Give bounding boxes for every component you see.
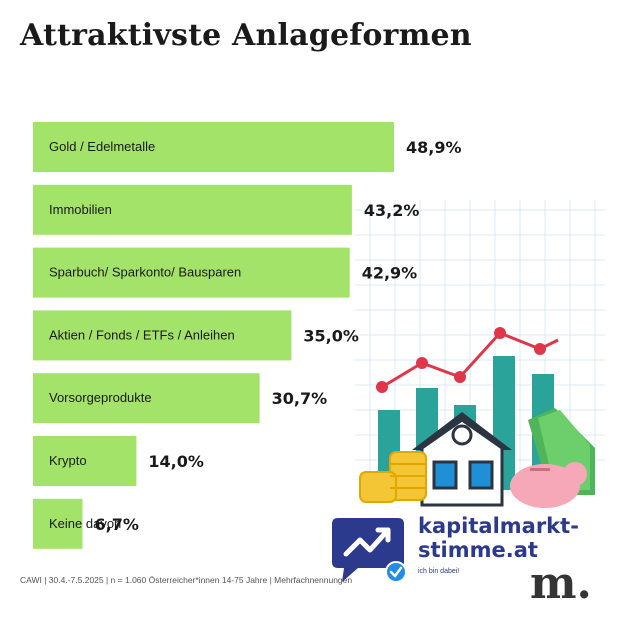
trend-points [376,327,546,393]
investment-illustration [355,200,605,508]
bar-2 [33,247,350,298]
house-icon [412,412,512,507]
category-label-5: Krypto [49,453,87,468]
value-label-5: 14,0% [148,452,204,471]
bar-0 [33,122,394,172]
value-label-2: 42,9% [362,264,418,283]
brand-mark: m. [530,558,592,609]
category-label-4: Vorsorgeprodukte [49,390,152,405]
category-label-0: Gold / Edelmetalle [49,139,155,154]
category-label-2: Sparbuch/ Sparkonto/ Bausparen [49,265,241,280]
logo-name-line2: stimme.at [418,538,538,562]
kapitalmarktstimme-logo[interactable]: kapitalmarkt- stimme.at ich bin dabei! [330,512,610,602]
bar-4 [33,373,260,424]
value-label-3: 35,0% [303,326,359,345]
chat-bubble-logo-icon [332,518,406,583]
logo-name: kapitalmarkt- stimme.at [418,514,579,562]
bar-5 [33,436,137,486]
bar-6 [33,498,83,549]
logo-name-line1: kapitalmarkt- [418,514,579,538]
value-label-0: 48,9% [406,138,462,157]
value-label-1: 43,2% [364,201,420,220]
category-label-3: Aktien / Fonds / ETFs / Anleihen [49,327,235,342]
value-label-4: 30,7% [272,389,328,408]
value-label-6: 6,7% [95,515,139,534]
coin-stacks [359,451,427,503]
category-label-1: Immobilien [49,202,112,217]
bar-3 [33,310,292,361]
footnote: CAWI | 30.4.-7.5.2025 | n = 1.060 Österr… [20,575,353,585]
category-label-6: Keine davon [49,516,121,531]
logo-tagline: ich bin dabei! [418,568,460,575]
chart-title: Attraktivste Anlageformen [20,18,472,53]
bar-1 [33,184,352,235]
piggy-bank-icon [510,462,587,508]
